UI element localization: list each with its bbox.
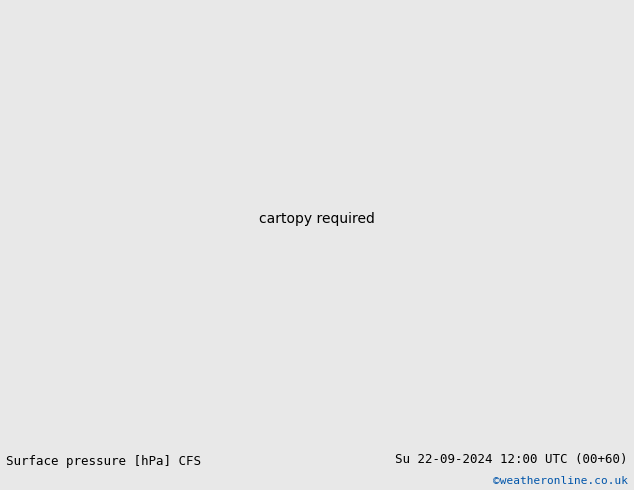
Text: Surface pressure [hPa] CFS: Surface pressure [hPa] CFS bbox=[6, 455, 202, 468]
Text: ©weatheronline.co.uk: ©weatheronline.co.uk bbox=[493, 476, 628, 486]
Text: Su 22-09-2024 12:00 UTC (00+60): Su 22-09-2024 12:00 UTC (00+60) bbox=[395, 453, 628, 466]
Text: cartopy required: cartopy required bbox=[259, 212, 375, 226]
